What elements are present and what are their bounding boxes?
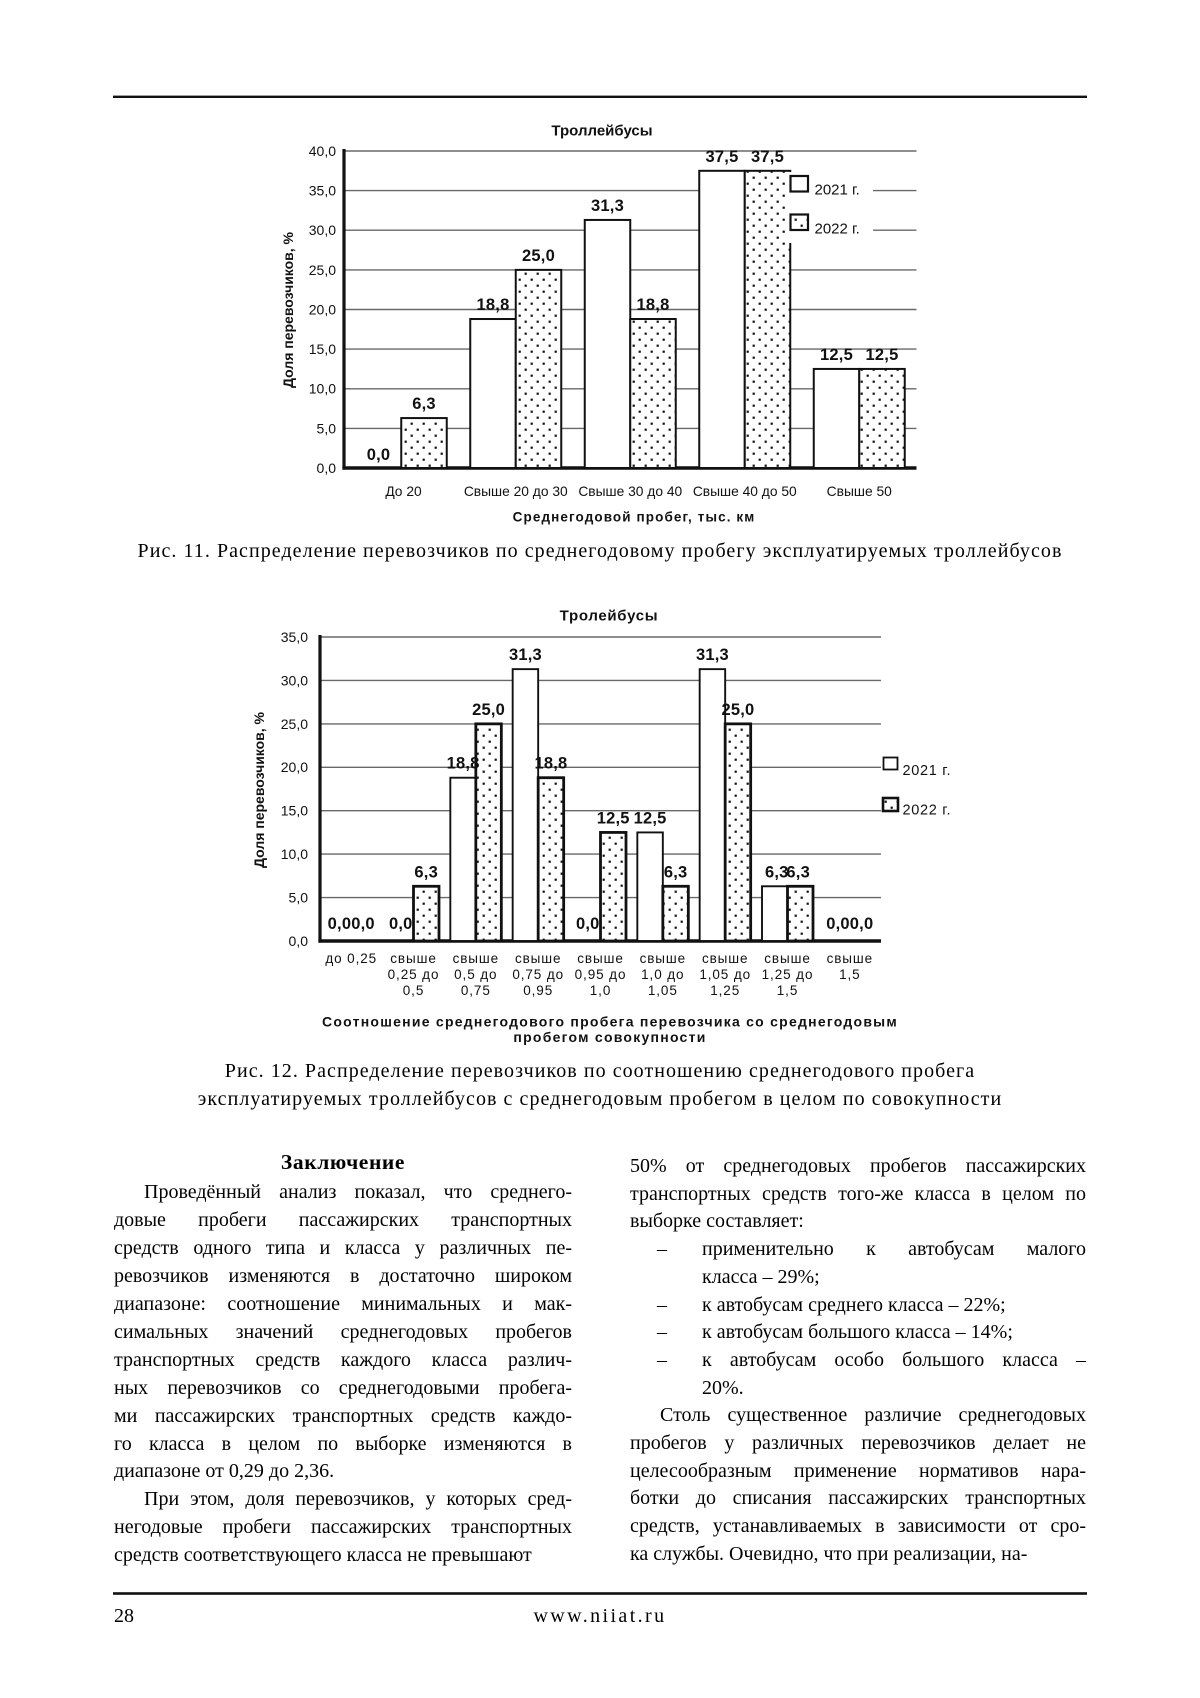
- svg-text:1,05 до: 1,05 до: [699, 967, 751, 982]
- svg-text:2021 г.: 2021 г.: [903, 763, 952, 779]
- svg-text:35,0: 35,0: [309, 183, 336, 199]
- svg-text:1,25 до: 1,25 до: [762, 967, 814, 982]
- svg-text:пробегом совокупности: пробегом совокупности: [513, 1029, 706, 1045]
- svg-text:Доля перевозчиков, %: Доля перевозчиков, %: [280, 231, 296, 388]
- svg-text:0,00,0: 0,00,0: [826, 915, 873, 933]
- svg-text:35,0: 35,0: [281, 629, 308, 645]
- svg-text:31,3: 31,3: [509, 646, 542, 664]
- svg-text:31,3: 31,3: [696, 646, 729, 664]
- svg-text:0,0: 0,0: [367, 446, 391, 464]
- svg-text:2022 г.: 2022 г.: [903, 802, 952, 818]
- svg-text:0,95: 0,95: [523, 983, 553, 998]
- svg-text:18,8: 18,8: [637, 296, 670, 314]
- svg-text:Тролейбусы: Тролейбусы: [560, 608, 659, 625]
- svg-text:30,0: 30,0: [309, 222, 336, 238]
- svg-text:12,5: 12,5: [820, 346, 853, 364]
- svg-text:10,0: 10,0: [309, 381, 336, 397]
- svg-text:6,3: 6,3: [765, 863, 789, 881]
- svg-text:свыше: свыше: [702, 951, 748, 966]
- svg-text:15,0: 15,0: [281, 803, 308, 819]
- svg-text:1,5: 1,5: [839, 967, 860, 982]
- svg-text:свыше: свыше: [515, 951, 561, 966]
- svg-text:свыше: свыше: [640, 951, 686, 966]
- svg-text:0,25 до: 0,25 до: [388, 967, 440, 982]
- svg-text:свыше: свыше: [827, 951, 873, 966]
- svg-text:2022 г.: 2022 г.: [815, 221, 860, 238]
- svg-text:0,95 до: 0,95 до: [575, 967, 627, 982]
- svg-text:1,0: 1,0: [590, 983, 611, 998]
- svg-text:37,5: 37,5: [751, 148, 784, 166]
- svg-text:1,05: 1,05: [648, 983, 678, 998]
- svg-text:6,3: 6,3: [786, 863, 810, 881]
- svg-text:5,0: 5,0: [289, 890, 309, 906]
- svg-text:20,0: 20,0: [281, 759, 308, 775]
- svg-text:18,8: 18,8: [477, 296, 510, 314]
- svg-text:0,00,0: 0,00,0: [328, 915, 375, 933]
- svg-text:Соотношение среднегодового пр: Соотношение среднегодового пробега перев…: [322, 1014, 898, 1030]
- svg-text:12,5: 12,5: [634, 809, 667, 827]
- svg-text:25,0: 25,0: [281, 716, 308, 732]
- svg-text:12,5: 12,5: [866, 346, 899, 364]
- svg-text:25,0: 25,0: [721, 701, 754, 719]
- svg-text:свыше: свыше: [764, 951, 810, 966]
- svg-text:40,0: 40,0: [309, 143, 336, 159]
- svg-text:0,0: 0,0: [576, 915, 600, 933]
- svg-text:15,0: 15,0: [309, 341, 336, 357]
- svg-text:0,5 до: 0,5 до: [454, 967, 497, 982]
- svg-text:0,75: 0,75: [461, 983, 491, 998]
- svg-text:25,0: 25,0: [472, 701, 505, 719]
- svg-text:6,3: 6,3: [412, 395, 436, 413]
- svg-text:Среднегодовой пробег, тыс. км: Среднегодовой пробег, тыс. км: [513, 510, 756, 525]
- svg-text:37,5: 37,5: [706, 148, 739, 166]
- svg-text:6,3: 6,3: [664, 863, 688, 881]
- svg-text:свыше: свыше: [453, 951, 499, 966]
- svg-text:Свыше 30 до 40: Свыше 30 до 40: [578, 484, 682, 499]
- svg-text:0,0: 0,0: [289, 933, 309, 949]
- svg-text:18,8: 18,8: [447, 755, 480, 773]
- svg-text:0,75 до: 0,75 до: [512, 967, 564, 982]
- svg-text:0,0: 0,0: [389, 915, 413, 933]
- svg-text:Свыше 20 до 30: Свыше 20 до 30: [464, 484, 568, 499]
- svg-text:20,0: 20,0: [309, 301, 336, 317]
- svg-text:1,0 до: 1,0 до: [641, 967, 684, 982]
- svg-text:Троллейбусы: Троллейбусы: [551, 123, 652, 140]
- svg-text:1,25: 1,25: [710, 983, 740, 998]
- svg-text:0,0: 0,0: [317, 460, 337, 476]
- svg-text:до 0,25: до 0,25: [325, 951, 377, 966]
- svg-text:Свыше 40 до 50: Свыше 40 до 50: [693, 484, 797, 499]
- svg-text:свыше: свыше: [390, 951, 436, 966]
- svg-text:5,0: 5,0: [317, 420, 337, 436]
- svg-text:12,5: 12,5: [597, 809, 630, 827]
- svg-text:1,5: 1,5: [777, 983, 798, 998]
- svg-text:25,0: 25,0: [522, 247, 555, 265]
- svg-text:25,0: 25,0: [309, 262, 336, 278]
- svg-text:10,0: 10,0: [281, 846, 308, 862]
- svg-text:31,3: 31,3: [591, 197, 624, 215]
- svg-text:2021 г.: 2021 г.: [815, 182, 860, 199]
- svg-text:Свыше 50: Свыше 50: [827, 484, 892, 499]
- svg-text:Доля перевозчиков, %: Доля перевозчиков, %: [251, 711, 267, 868]
- svg-text:30,0: 30,0: [281, 672, 308, 688]
- svg-text:0,5: 0,5: [403, 983, 424, 998]
- svg-text:До 20: До 20: [385, 484, 422, 499]
- svg-text:6,3: 6,3: [414, 863, 438, 881]
- svg-text:18,8: 18,8: [534, 755, 567, 773]
- svg-text:свыше: свыше: [577, 951, 623, 966]
